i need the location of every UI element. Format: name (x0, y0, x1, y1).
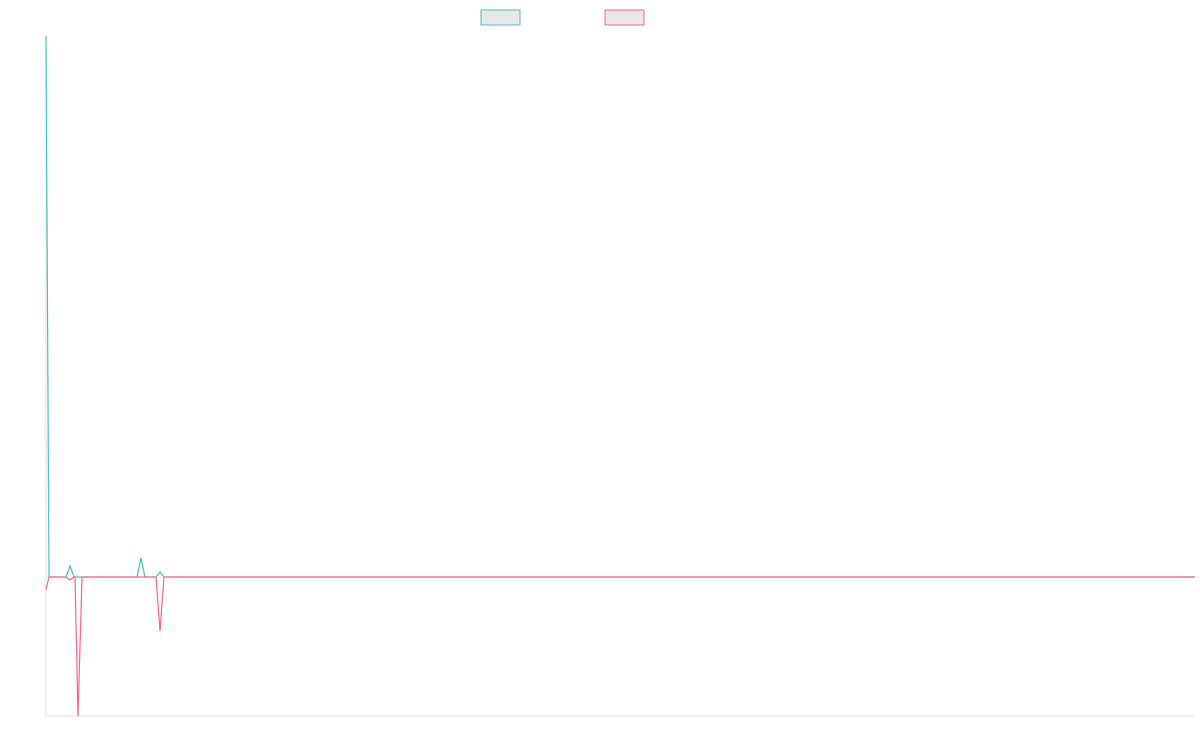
data-line (45, 576, 1195, 717)
legend-swatch (604, 9, 645, 26)
legend-swatch (480, 9, 521, 26)
data-line (45, 35, 1195, 578)
